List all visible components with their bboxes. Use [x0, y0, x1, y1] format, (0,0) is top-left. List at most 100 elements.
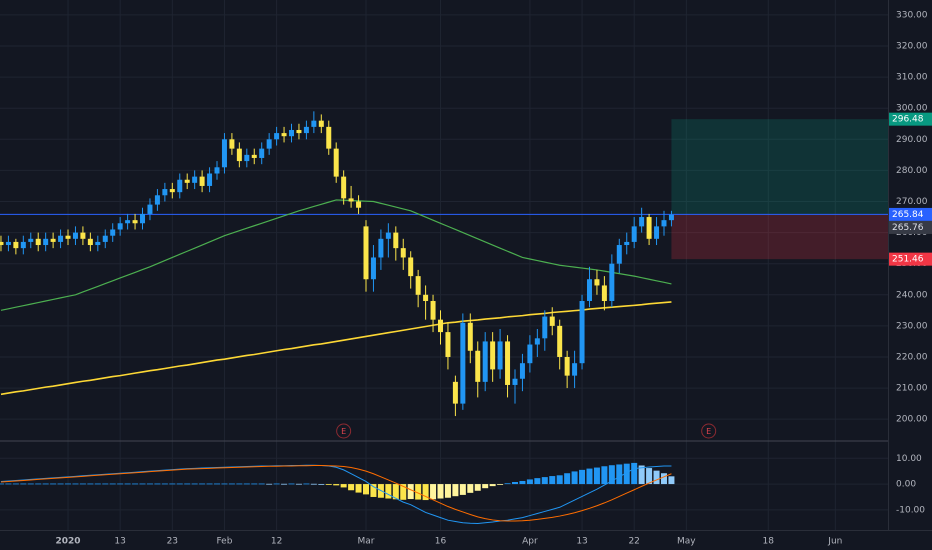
y-tick-label: 230.00	[896, 321, 928, 331]
x-tick-label: 2020	[55, 537, 80, 547]
candle-body	[199, 176, 205, 186]
histogram-bar	[646, 468, 653, 485]
candle-body	[594, 279, 600, 286]
histogram-bar	[221, 483, 228, 485]
candle-body	[214, 167, 220, 174]
histogram-bar	[72, 483, 79, 485]
histogram-bar	[623, 463, 630, 485]
histogram-bar	[146, 483, 153, 485]
candle-body	[154, 195, 160, 205]
y-tick-label: 10.00	[896, 454, 922, 464]
histogram-bar	[370, 484, 377, 497]
candle-body	[408, 257, 414, 277]
macd-line	[0, 464, 672, 525]
histogram-bar	[266, 483, 273, 485]
price-tag	[889, 112, 932, 126]
candle-body	[415, 276, 421, 295]
moving-average	[0, 199, 672, 311]
candle-body	[616, 245, 622, 264]
histogram-bar	[214, 483, 221, 485]
histogram-bar	[184, 483, 191, 485]
histogram-bar	[579, 469, 586, 485]
candle-body	[385, 232, 391, 239]
histogram-bar	[325, 484, 332, 485]
histogram-bar	[616, 464, 623, 485]
histogram-bar	[467, 484, 474, 493]
candle-body	[132, 220, 138, 224]
y-tick-label: 300.00	[896, 104, 928, 114]
histogram-bar	[355, 484, 362, 493]
candle-body	[452, 381, 458, 404]
candle-body	[586, 279, 592, 302]
histogram-bar	[251, 483, 258, 485]
histogram-bar	[0, 483, 4, 485]
candle-body	[467, 322, 473, 351]
candle-body	[348, 198, 354, 202]
histogram-bar	[422, 484, 429, 501]
histogram-bar	[191, 483, 198, 485]
histogram-bar	[50, 483, 57, 485]
candle-body	[356, 201, 362, 208]
y-tick-label: 210.00	[896, 384, 928, 394]
candle-body	[140, 213, 146, 224]
candle-body	[110, 229, 116, 236]
histogram-bar	[392, 484, 399, 500]
candle-body	[393, 232, 399, 249]
candle-body	[505, 341, 511, 385]
x-tick-label: 22	[628, 537, 639, 547]
candle-body	[631, 226, 637, 242]
candle-body	[244, 154, 250, 162]
candle-body	[58, 235, 64, 242]
price-tag	[889, 220, 932, 234]
histogram-bar	[139, 483, 146, 485]
candle-body	[303, 126, 309, 134]
candle-body	[274, 133, 280, 140]
histogram-bar	[653, 470, 660, 485]
candle-body	[5, 241, 11, 246]
candle-body	[221, 139, 227, 168]
histogram-bar	[228, 483, 235, 485]
histogram-bar	[42, 483, 49, 485]
histogram-bar	[482, 484, 489, 489]
candle-body	[184, 179, 190, 183]
histogram-bar	[79, 483, 86, 485]
y-tick-label: 240.00	[896, 290, 928, 300]
candle-body	[549, 316, 555, 326]
histogram-bar	[504, 483, 511, 485]
histogram-bar	[87, 483, 94, 485]
candle-body	[363, 226, 369, 280]
grid	[0, 0, 888, 530]
histogram-bar	[109, 483, 116, 485]
histogram-bar	[668, 476, 675, 485]
candle-body	[475, 350, 481, 382]
candle-body	[497, 341, 503, 370]
histogram-bar	[459, 484, 466, 495]
candle-body	[437, 319, 443, 333]
candle-body	[445, 332, 451, 357]
y-tick-label: -10.00	[896, 505, 925, 515]
candle-body	[147, 204, 153, 214]
candle-body	[259, 148, 265, 158]
x-tick-label: 16	[435, 537, 447, 547]
candle-body	[169, 189, 175, 193]
histogram-bar	[437, 484, 444, 499]
candle-body	[490, 341, 496, 370]
histogram-bar	[35, 483, 42, 485]
y-tick-label: 330.00	[896, 10, 928, 20]
candle-body	[564, 356, 570, 376]
histogram-bar	[593, 467, 600, 485]
candle-body	[646, 217, 652, 239]
histogram-bar	[571, 471, 578, 485]
histogram-bar	[199, 483, 206, 485]
y-tick-label: 290.00	[896, 135, 928, 145]
candle-body	[125, 220, 131, 224]
histogram-bar	[124, 483, 131, 485]
candle-body	[542, 316, 548, 339]
histogram-bar	[564, 473, 571, 485]
histogram-bar	[102, 483, 109, 485]
price-tag-label: 265.84	[892, 210, 924, 220]
candle-body	[289, 129, 295, 137]
candle-body	[333, 148, 339, 177]
event-marker	[701, 423, 717, 439]
